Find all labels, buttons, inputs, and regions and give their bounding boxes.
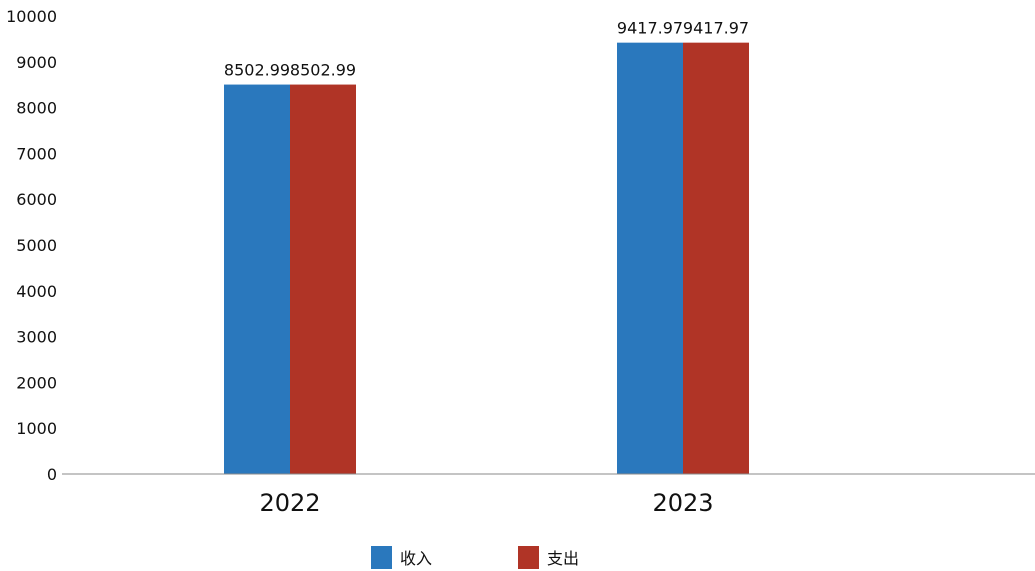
bar-2023-series-1	[617, 42, 683, 474]
legend: 收入 支出	[371, 546, 579, 569]
legend-swatch-series-1	[371, 546, 392, 569]
bar-2022-series-2	[290, 84, 356, 475]
legend-label: 支出	[547, 549, 579, 568]
bars	[224, 42, 749, 475]
y-tick-label: 5000	[16, 236, 57, 255]
legend-label: 收入	[400, 549, 432, 568]
y-tick-label: 6000	[16, 190, 57, 209]
x-tick-label: 2022	[259, 489, 320, 517]
x-axis-labels: 2022 2023	[259, 489, 713, 517]
data-label: 9417.97	[617, 19, 683, 38]
x-tick-label: 2023	[652, 489, 713, 517]
y-tick-label: 10000	[6, 7, 57, 26]
bar-2022-series-1	[224, 84, 290, 475]
data-labels: 8502.99 8502.99 9417.97 9417.97	[224, 19, 749, 80]
y-tick-label: 0	[47, 465, 57, 484]
y-axis-ticks: 0 1000 2000 3000 4000 5000 6000 7000 8000 9000 100…	[6, 7, 57, 484]
data-label: 8502.99	[224, 61, 290, 80]
data-label: 8502.99	[290, 61, 356, 80]
legend-swatch-series-2	[518, 546, 539, 569]
bar-2023-series-2	[683, 42, 749, 474]
y-tick-label: 3000	[16, 328, 57, 347]
y-tick-label: 1000	[16, 419, 57, 438]
y-tick-label: 2000	[16, 373, 57, 392]
y-tick-label: 8000	[16, 99, 57, 118]
data-label: 9417.97	[683, 19, 749, 38]
y-tick-label: 9000	[16, 53, 57, 72]
y-tick-label: 4000	[16, 282, 57, 301]
y-tick-label: 7000	[16, 144, 57, 163]
